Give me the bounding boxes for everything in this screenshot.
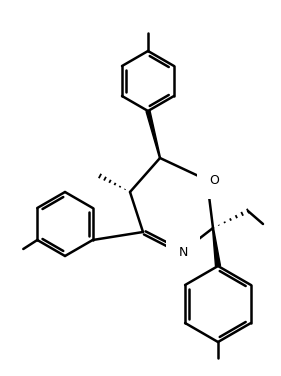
Polygon shape: [212, 228, 221, 266]
Polygon shape: [146, 111, 160, 158]
Text: N: N: [178, 247, 188, 259]
Text: O: O: [209, 173, 219, 186]
